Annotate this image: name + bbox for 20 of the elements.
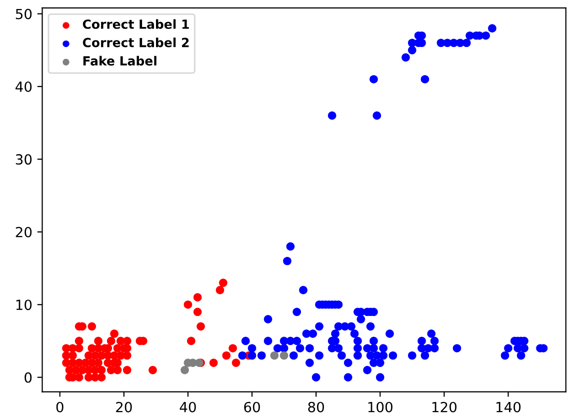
x-tick-label: 60 <box>244 402 260 412</box>
y-tick-label: 10 <box>16 300 32 310</box>
y-tick-label: 40 <box>16 81 32 92</box>
y-tick-label: 20 <box>16 226 32 238</box>
x-tick-label: 100 <box>368 402 392 412</box>
legend-label: Correct Label 2 <box>82 38 189 48</box>
point <box>270 351 279 360</box>
x-tick-label: 0 <box>56 402 64 412</box>
legend-label: Correct Label 1 <box>82 19 189 29</box>
y-tick-label: 30 <box>16 154 32 165</box>
x-tick-label: 20 <box>116 402 132 412</box>
x-tick-label: 40 <box>180 402 196 412</box>
legend-label: Fake Label <box>83 56 156 66</box>
x-tick-label: 120 <box>432 402 456 412</box>
y-tick-label: 50 <box>16 8 32 20</box>
point <box>280 351 288 360</box>
x-tick-label: 140 <box>496 402 521 412</box>
y-tick-label: 0 <box>24 372 32 383</box>
x-tick-label: 80 <box>308 402 324 412</box>
point <box>180 366 189 374</box>
